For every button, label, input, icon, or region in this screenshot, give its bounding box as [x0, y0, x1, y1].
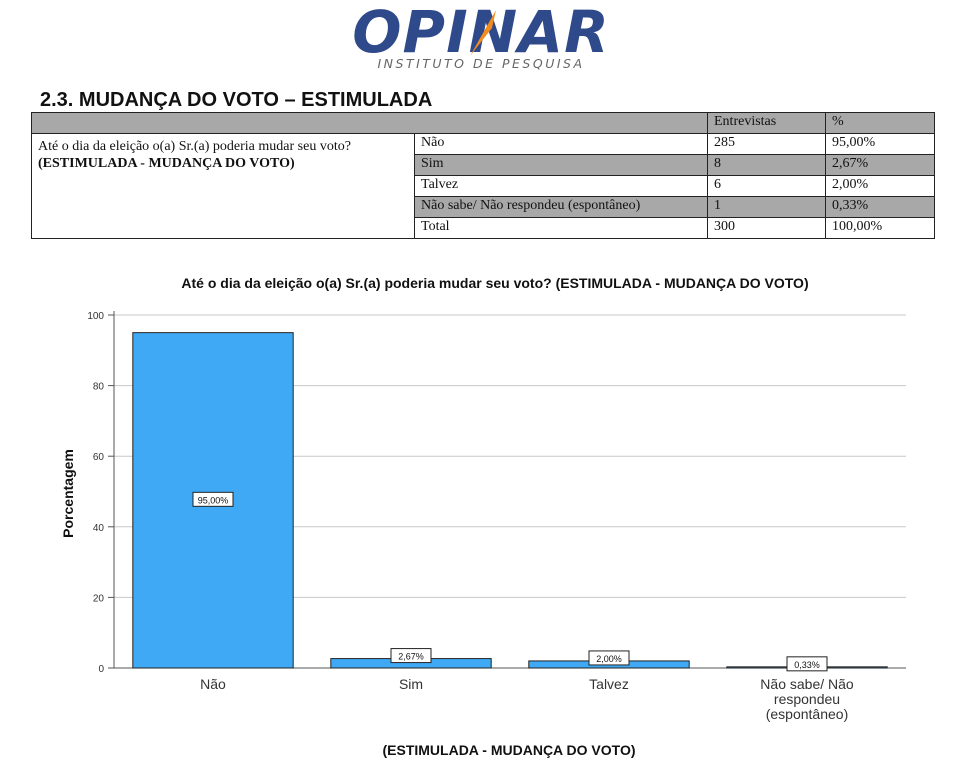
data-label: 95,00%	[198, 495, 229, 505]
row-option: Não sabe/ Não respondeu (espontâneo)	[414, 196, 708, 218]
row-pct: 0,33%	[825, 196, 935, 218]
row-pct: 95,00%	[825, 133, 935, 155]
data-label: 2,00%	[596, 654, 622, 664]
y-tick-label: 0	[98, 664, 104, 675]
row-option: Talvez	[414, 175, 708, 197]
table-row-total: Total 300 100,00%	[32, 217, 935, 239]
x-tick-label: Sim	[399, 676, 423, 692]
table-header-pct: %	[825, 112, 935, 134]
bar-chart: 0 20 40 60 80 100 Porcentagem 95,00% Não 2,67% Sim…	[60, 311, 906, 722]
x-tick-label-line: Não sabe/ Não	[760, 676, 854, 692]
table-row: Sim 8 2,67%	[32, 154, 935, 176]
opinar-logo: OPINAR INSTITUTO DE PESQUISA	[0, 2, 962, 74]
chart-title-text: Até o dia da eleição o(a) Sr.(a) poderia…	[181, 275, 809, 291]
y-tick-label: 80	[93, 382, 105, 393]
row-count: 300	[707, 217, 826, 239]
x-tick-label-line: Não	[200, 676, 226, 692]
row-pct: 100,00%	[825, 217, 935, 239]
question-cell: Até o dia da eleição o(a) Sr.(a) poderia…	[31, 133, 415, 239]
data-label-box	[786, 656, 828, 672]
x-axis-title: (ESTIMULADA - MUDANÇA DO VOTO)	[0, 742, 962, 758]
row-count: 8	[707, 154, 826, 176]
y-axis-title: Porcentagem	[60, 449, 76, 538]
row-count: 6	[707, 175, 826, 197]
row-pct: 2,67%	[825, 154, 935, 176]
x-tick-label-line: Talvez	[589, 676, 629, 692]
data-label-box	[588, 650, 630, 666]
logo-subtitle: INSTITUTO DE PESQUISA	[377, 56, 585, 71]
question-tag: (ESTIMULADA - MUDANÇA DO VOTO)	[38, 156, 295, 171]
x-axis-title-text: (ESTIMULADA - MUDANÇA DO VOTO)	[382, 742, 636, 758]
data-label: 2,67%	[398, 652, 424, 662]
y-tick-label: 100	[87, 311, 104, 322]
table-row: Não sabe/ Não respondeu (espontâneo) 1 0…	[32, 196, 935, 218]
row-option: Total	[414, 217, 708, 239]
section-title: 2.3. MUDANÇA DO VOTO – ESTIMULADA	[40, 89, 433, 111]
y-tick-label: 40	[93, 523, 105, 534]
x-tick-label: Não	[200, 676, 226, 692]
x-tick-label-line: Sim	[399, 676, 423, 692]
table-header-row: Entrevistas %	[31, 112, 935, 134]
y-tick-label: 20	[93, 593, 105, 604]
row-pct: 2,00%	[825, 175, 935, 197]
data-label-box	[192, 491, 234, 507]
y-tick-label: 60	[93, 452, 105, 463]
frequency-table: Entrevistas % Até o dia da eleição o(a) …	[31, 112, 935, 239]
x-tick-label-line: (espontâneo)	[766, 706, 849, 722]
row-count: 1	[707, 196, 826, 218]
x-tick-label: Não sabe/ Não respondeu (espontâneo)	[760, 676, 854, 722]
data-label-box	[390, 648, 432, 664]
row-option: Sim	[414, 154, 708, 176]
x-tick-label: Talvez	[589, 676, 629, 692]
row-count: 285	[707, 133, 826, 155]
logo-swoosh-icon	[470, 10, 496, 56]
table-row: Até o dia da eleição o(a) Sr.(a) poderia…	[31, 133, 935, 239]
question-text: Até o dia da eleição o(a) Sr.(a) poderia…	[38, 139, 351, 154]
x-tick-label-line: respondeu	[774, 691, 840, 707]
table-header-count: Entrevistas	[707, 112, 826, 134]
table-header-blank	[31, 112, 708, 134]
data-label: 0,33%	[794, 660, 820, 670]
logo-wordmark: OPINAR	[352, 0, 610, 66]
row-option: Não	[414, 133, 708, 155]
chart-title: Até o dia da eleição o(a) Sr.(a) poderia…	[0, 275, 962, 291]
